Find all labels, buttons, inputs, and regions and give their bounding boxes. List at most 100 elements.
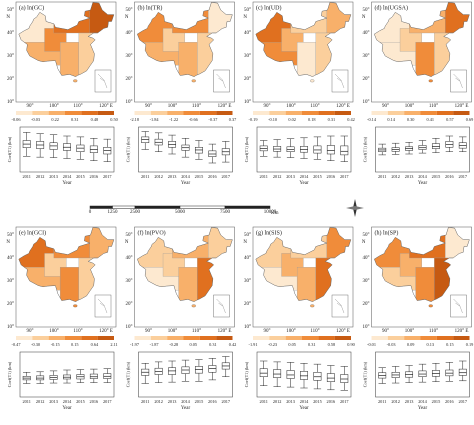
colorbar-label: 0.57 [446, 117, 454, 122]
colorbar-label: -0.06 [12, 117, 22, 122]
x-tick-label: 2015 [313, 174, 322, 179]
lat-dir: N [243, 240, 247, 245]
panel: (a) ln(GC) 50° 40° 30° 20° 10° N 90° 100° 110° 120… [6, 1, 118, 186]
x-tick-label: 2014 [63, 174, 72, 179]
lat-label: 10° [126, 325, 133, 330]
lat-label: 50° [7, 8, 14, 13]
x-tick-label: 2015 [432, 399, 441, 404]
colorbar-swatch [216, 336, 233, 340]
hainan [191, 79, 196, 83]
x-tick-label: 2011 [22, 174, 30, 179]
lon-label: 100° [405, 329, 415, 334]
colorbar-swatch [302, 111, 319, 115]
colorbar-swatch [269, 336, 286, 340]
lat-label: 10° [7, 100, 14, 105]
colorbar-label: 0.31 [328, 117, 336, 122]
colorbar-label: 0.41 [427, 117, 435, 122]
colorbar-label: -0.01 [367, 342, 376, 347]
x-tick-label: 2016 [445, 174, 454, 179]
x-tick-label: 2013 [49, 174, 58, 179]
lat-label: 30° [244, 279, 251, 284]
panel-title: (c) ln(UD) [256, 4, 282, 11]
colorbar-label: 0.19 [466, 342, 474, 347]
lat-label: 10° [7, 325, 14, 330]
colorbar-swatch [371, 336, 388, 340]
lat-label: 20° [363, 302, 370, 307]
hainan [73, 304, 78, 308]
lat-label: 30° [363, 54, 370, 59]
lat-label: 30° [244, 54, 251, 59]
lat-label: 20° [363, 77, 370, 82]
inset-lines [334, 73, 345, 89]
panel: (g) ln(SIS) 50° 40° 30° 20° 10° N 90° 100° 110° 12… [243, 226, 355, 411]
colorbar-swatch [134, 336, 151, 340]
china-outline [136, 227, 233, 302]
lon-label: 120° E [218, 104, 232, 109]
lon-label: 110° [192, 329, 201, 334]
china-outline [18, 227, 115, 302]
colorbar-swatch [334, 336, 351, 340]
colorbar-swatch [16, 336, 33, 340]
scale-label: 5000 [175, 210, 186, 215]
x-tick-label: 2013 [49, 399, 58, 404]
lat-label: 10° [363, 100, 370, 105]
x-tick-label: 2017 [221, 399, 230, 404]
lon-label: 100° [405, 104, 415, 109]
lat-label: 30° [7, 54, 14, 59]
colorbar-label: 0.48 [91, 117, 99, 122]
plot-frame [375, 126, 470, 173]
lon-label: 90° [27, 329, 34, 334]
colorbar-swatch [436, 111, 454, 115]
lat-label: 40° [363, 256, 370, 261]
y-axis-label: Coef(T1) (km) [125, 361, 130, 387]
x-axis-label: Year [62, 406, 72, 411]
box [313, 372, 322, 381]
colorbar-swatch [371, 111, 388, 115]
x-tick-label: 2015 [313, 399, 322, 404]
inset [94, 69, 112, 93]
colorbar-swatch [453, 336, 470, 340]
plot-frame [138, 126, 233, 173]
scale-segment [134, 205, 181, 209]
lat-dir: N [362, 240, 366, 245]
lat-label: 50° [7, 233, 14, 238]
x-tick-label: 2013 [168, 399, 177, 404]
hainan [428, 79, 433, 83]
lat-dir: N [125, 240, 129, 245]
scale-segment [179, 205, 226, 209]
colorbar-swatch [436, 336, 454, 340]
lat-dir: N [6, 15, 10, 20]
x-tick-label: 2011 [141, 174, 149, 179]
panel-title: (d) ln(UGSA) [375, 4, 409, 11]
x-tick-label: 2011 [259, 399, 267, 404]
colorbar-swatch [65, 111, 82, 115]
colorbar-swatch [420, 336, 437, 340]
lon-label: 120° E [336, 104, 350, 109]
colorbar-swatch [81, 336, 98, 340]
colorbar-label: 0.05 [190, 342, 198, 347]
colorbar-swatch [97, 111, 114, 115]
x-tick-label: 2017 [458, 399, 467, 404]
x-axis-label: Year [418, 406, 428, 411]
colorbar-label: 0.90 [347, 342, 355, 347]
box [286, 370, 295, 379]
panel-title: (b) ln(TR) [138, 4, 163, 11]
x-axis-label: Year [418, 181, 428, 186]
x-tick-label: 2011 [378, 399, 386, 404]
lat-label: 10° [363, 325, 370, 330]
colorbar-label: 0.37 [229, 117, 237, 122]
colorbar-label: -0.10 [268, 117, 277, 122]
colorbar-label: 0.58 [328, 342, 336, 347]
inset-lines [97, 298, 108, 314]
colorbar-label: 0.42 [347, 117, 355, 122]
scale-segment [224, 205, 271, 209]
lat-label: 50° [244, 8, 251, 13]
box [259, 368, 268, 377]
colorbar-swatch [32, 336, 49, 340]
colorbar-label: 0.31 [308, 342, 316, 347]
lat-label: 50° [244, 233, 251, 238]
north-arrow [346, 199, 364, 217]
lon-label: 120° E [455, 104, 469, 109]
colorbar-swatch [81, 111, 98, 115]
